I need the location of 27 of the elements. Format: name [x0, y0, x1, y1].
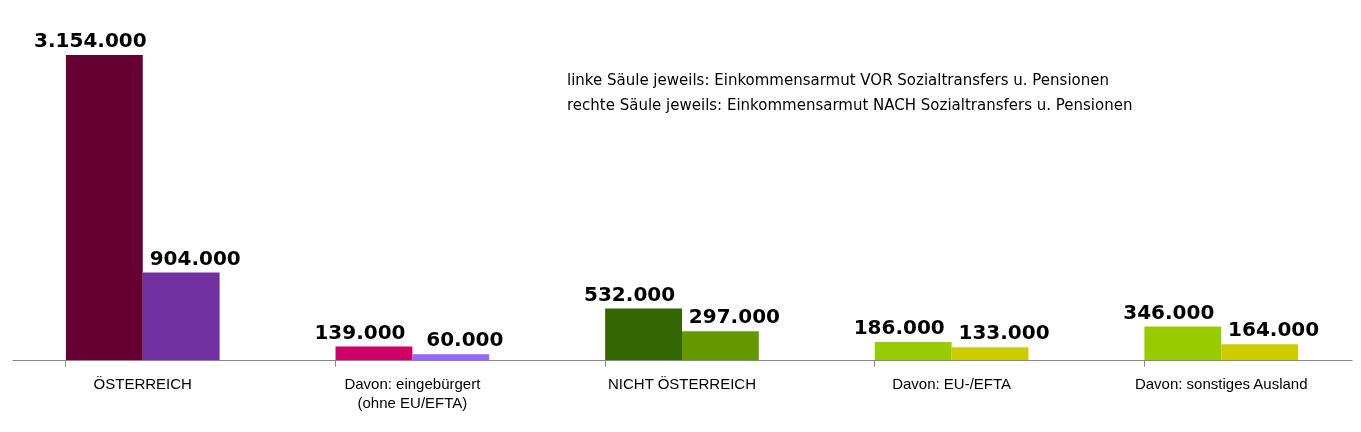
data-label: 297.000 — [688, 304, 780, 329]
bar — [682, 331, 759, 360]
annotation: linke Säule jeweils: Einkommensarmut VOR Sozialtransfers u. Pensionen — [567, 71, 1109, 89]
data-label: 139.000 — [314, 319, 406, 344]
data-label: 60.000 — [426, 327, 504, 352]
data-label: 904.000 — [149, 245, 241, 270]
x-tick-label: Davon: eingebürgert (ohne EU/EFTA) — [344, 374, 482, 411]
x-tick-label: Davon: sonstiges Ausland — [1134, 374, 1308, 392]
x-tick-label: Davon: EU-/EFTA — [892, 374, 1012, 392]
bar — [1221, 344, 1299, 360]
x-tick-label: NICHT ÖSTERREICH — [607, 374, 757, 392]
bar — [1144, 326, 1222, 360]
data-label: 186.000 — [853, 315, 945, 340]
x-tick-label: ÖSTERREICH — [93, 374, 192, 392]
bar — [335, 346, 413, 360]
data-label: 164.000 — [1228, 317, 1320, 342]
bar — [605, 308, 682, 360]
data-label: 3.154.000 — [34, 28, 147, 52]
bar — [65, 55, 143, 360]
bar — [874, 342, 952, 360]
annotation: rechte Säule jeweils: Einkommensarmut NACH Sozialtransfers u. Pensionen — [567, 96, 1133, 114]
bar — [412, 354, 490, 360]
bar — [142, 272, 220, 360]
data-label: 133.000 — [958, 320, 1050, 345]
bar — [951, 347, 1029, 360]
data-label: 532.000 — [584, 281, 676, 306]
data-label: 346.000 — [1123, 299, 1215, 324]
